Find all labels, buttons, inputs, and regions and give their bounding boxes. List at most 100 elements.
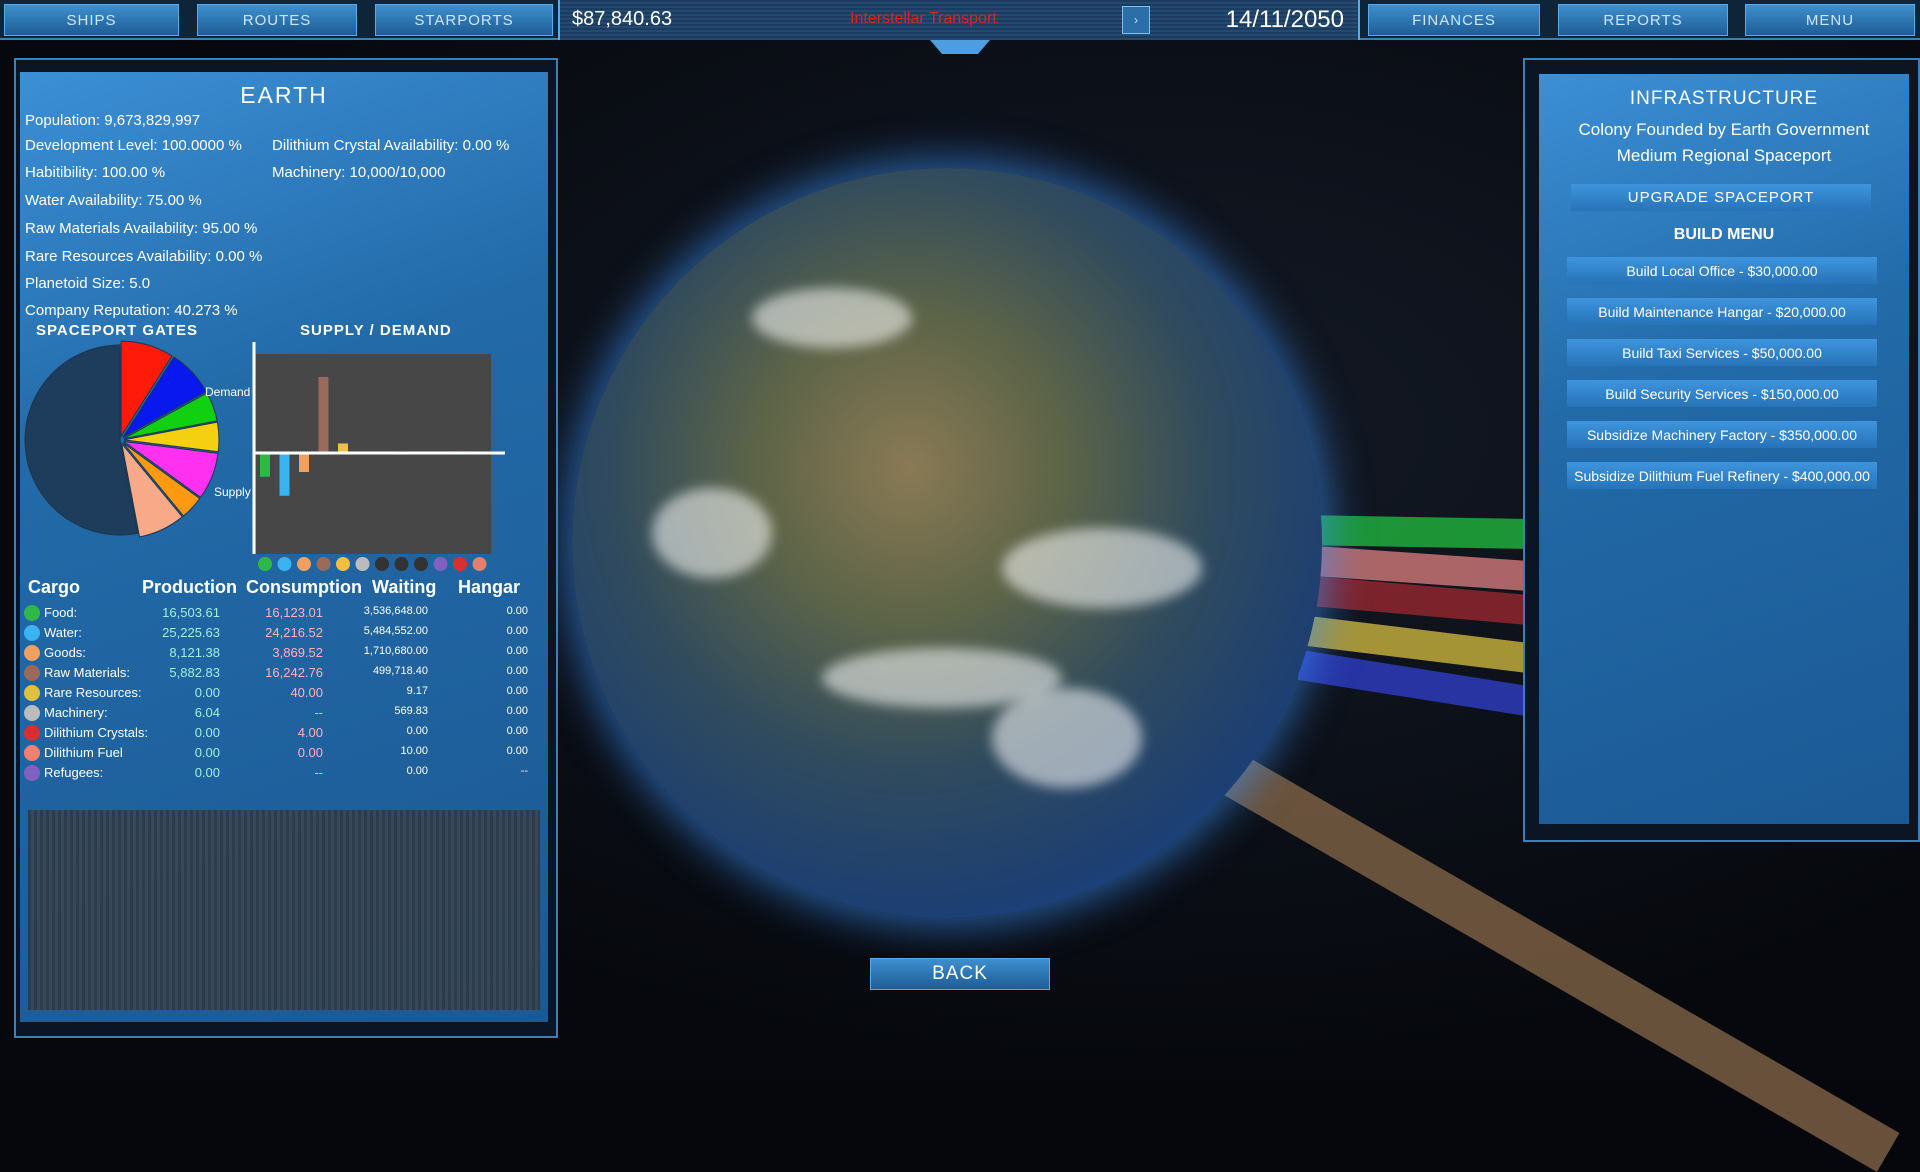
- spaceport-size: Medium Regional Spaceport: [1616, 146, 1832, 165]
- cargo-icon: [24, 765, 40, 781]
- pie-slice: [121, 443, 183, 538]
- cargo-row: Dilithium Crystals: 0.00 4.00 0.00 0.00: [20, 725, 548, 745]
- cargo-grid: [28, 810, 540, 1010]
- bar-water: [279, 453, 290, 496]
- cargo-row: Water: 25,225.63 24,216.52 5,484,552.00 …: [20, 625, 548, 645]
- pie-slice: [120, 340, 173, 438]
- cargo-icon: [24, 705, 40, 721]
- build-option-button[interactable]: Build Local Office - $30,000.00: [1567, 257, 1877, 284]
- cargo-name: Water:: [44, 625, 82, 640]
- waiting-value: 0.00: [406, 765, 428, 777]
- cargo-name: Dilithium Fuel: [44, 745, 123, 760]
- consumption-value: 16,242.76: [265, 665, 323, 680]
- infrastructure-title: INFRASTRUCTURE: [1629, 88, 1819, 109]
- category-icon: [375, 557, 389, 571]
- header-production: Production: [142, 577, 237, 597]
- money-balance: $87,840.63: [572, 8, 673, 30]
- development-level: Development Level: 100.0000 %: [25, 137, 242, 154]
- top-bar: SHIPS ROUTES STARPORTS $87,840.63 Inters…: [0, 0, 1920, 40]
- pie-slice: [123, 440, 219, 499]
- category-icon: [414, 557, 428, 571]
- cargo-name: Raw Materials:: [44, 665, 130, 680]
- starports-tab[interactable]: STARPORTS: [375, 4, 553, 36]
- population: Population: 9,673,829,997: [25, 112, 201, 129]
- raw-availability: Raw Materials Availability: 95.00 %: [25, 220, 258, 237]
- consumption-value: 0.00: [297, 745, 323, 760]
- production-value: 25,225.63: [162, 625, 220, 640]
- bar-food: [260, 453, 270, 477]
- hangar-value: 0.00: [506, 645, 528, 657]
- cargo-icon: [24, 605, 40, 621]
- bar-goods: [299, 453, 309, 472]
- waiting-value: 5,484,552.00: [363, 625, 428, 637]
- header-cargo: Cargo: [28, 577, 81, 597]
- status-panel: $87,840.63 Interstellar Transport › 14/1…: [558, 0, 1360, 40]
- cargo-icon: [24, 665, 40, 681]
- build-option-button[interactable]: Build Taxi Services - $50,000.00: [1567, 339, 1877, 366]
- reports-tab[interactable]: REPORTS: [1558, 4, 1728, 36]
- production-value: 8,121.38: [169, 645, 220, 660]
- planet-name: EARTH: [240, 82, 328, 108]
- machinery-stat: Machinery: 10,000/10,000: [272, 164, 446, 181]
- cargo-icon: [24, 745, 40, 761]
- consumption-value: 4.00: [297, 725, 323, 740]
- cargo-row: Raw Materials: 5,882.83 16,242.76 499,71…: [20, 665, 548, 685]
- bar-raw-materials: [318, 377, 329, 453]
- consumption-value: 40.00: [290, 685, 323, 700]
- cargo-name: Dilithium Crystals:: [44, 725, 149, 740]
- ships-tab[interactable]: SHIPS: [4, 4, 179, 36]
- pie-slice: [123, 421, 220, 453]
- hangar-value: 0.00: [506, 605, 528, 617]
- cargo-icon: [24, 685, 40, 701]
- dilithium-availability: Dilithium Crystal Availability: 0.00 %: [272, 137, 510, 154]
- category-icon: [258, 557, 272, 571]
- waiting-value: 569.83: [394, 705, 428, 717]
- consumption-value: 24,216.52: [265, 625, 323, 640]
- category-icon: [394, 557, 409, 571]
- demand-label: Demand: [205, 385, 251, 399]
- production-value: 0.00: [194, 725, 220, 740]
- cargo-row: Food: 16,503.61 16,123.01 3,536,648.00 0…: [20, 605, 548, 625]
- supply-demand-chart: [252, 342, 505, 571]
- waiting-value: 10.00: [400, 745, 428, 757]
- consumption-value: --: [314, 705, 323, 720]
- habitability: Habitibility: 100.00 %: [25, 164, 166, 181]
- category-icon: [355, 557, 370, 571]
- pie-slice: [122, 442, 201, 517]
- waiting-value: 9.17: [406, 685, 428, 697]
- build-option-button[interactable]: Build Maintenance Hangar - $20,000.00: [1567, 298, 1877, 325]
- consumption-value: --: [314, 765, 323, 780]
- routes-tab[interactable]: ROUTES: [197, 4, 357, 36]
- consumption-value: 16,123.01: [265, 605, 323, 620]
- upgrade-spaceport-button[interactable]: UPGRADE SPACEPORT: [1571, 184, 1871, 211]
- bar-rare-resources: [338, 443, 348, 453]
- hangar-value: --: [520, 765, 528, 777]
- waiting-value: 3,536,648.00: [363, 605, 428, 617]
- cargo-name: Refugees:: [44, 765, 104, 780]
- toggle-button[interactable]: ›: [1122, 6, 1150, 34]
- cargo-name: Rare Resources:: [44, 685, 142, 700]
- waiting-value: 499,718.40: [372, 665, 428, 677]
- earth-globe[interactable]: [572, 168, 1322, 918]
- menu-tab[interactable]: MENU: [1745, 4, 1915, 36]
- production-value: 5,882.83: [169, 665, 220, 680]
- category-icon: [316, 557, 331, 571]
- category-icon: [433, 557, 448, 571]
- consumption-value: 3,869.52: [272, 645, 323, 660]
- finances-tab[interactable]: FINANCES: [1368, 4, 1540, 36]
- waiting-value: 0.00: [406, 725, 428, 737]
- header-hangar: Hangar: [458, 577, 521, 597]
- dropdown-handle[interactable]: [930, 40, 990, 54]
- back-button[interactable]: BACK: [870, 958, 1050, 990]
- build-option-button[interactable]: Build Security Services - $150,000.00: [1567, 380, 1877, 407]
- planetoid-size: Planetoid Size: 5.0: [25, 275, 151, 292]
- hangar-value: 0.00: [506, 745, 528, 757]
- build-option-button[interactable]: Subsidize Dilithium Fuel Refinery - $400…: [1567, 462, 1877, 489]
- colony-founder: Colony Founded by Earth Government: [1578, 120, 1870, 139]
- company-reputation: Company Reputation: 40.273 %: [25, 302, 238, 319]
- waiting-value: 1,710,680.00: [363, 645, 428, 657]
- hangar-value: 0.00: [506, 705, 528, 717]
- build-option-button[interactable]: Subsidize Machinery Factory - $350,000.0…: [1567, 421, 1877, 448]
- header-consumption: Consumption: [246, 577, 362, 597]
- rare-availability: Rare Resources Availability: 0.00 %: [25, 248, 263, 265]
